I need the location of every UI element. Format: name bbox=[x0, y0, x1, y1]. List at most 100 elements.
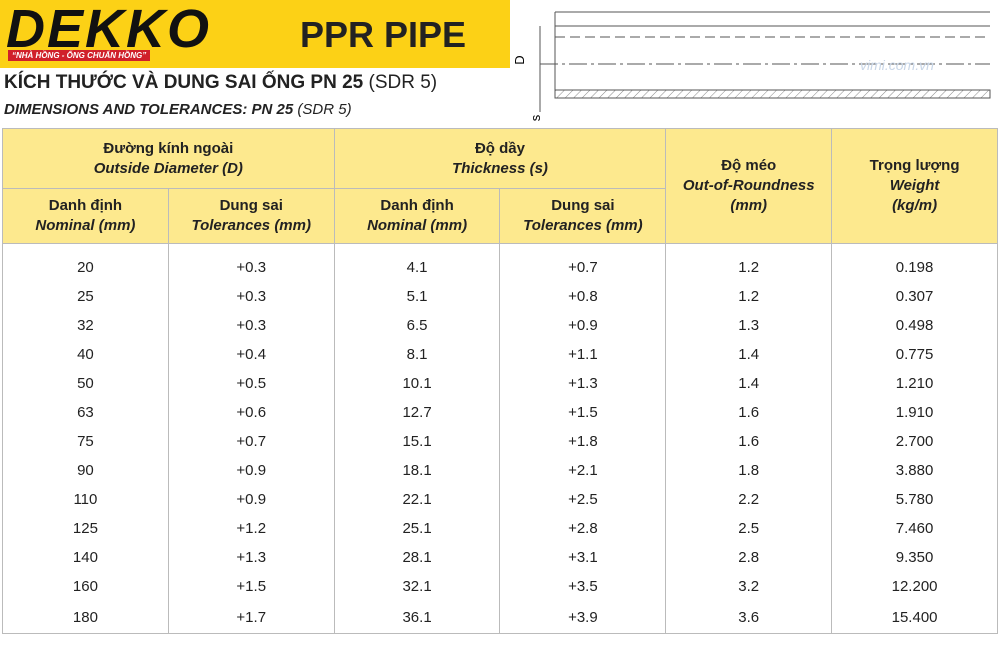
table-row: 32 +0.3 6.5 +0.9 1.3 0.498 bbox=[2, 311, 998, 340]
table-cell: +0.3 bbox=[167, 311, 335, 340]
subtitle-text: DIMENSIONS AND TOLERANCES: PN 25 bbox=[4, 101, 294, 118]
header-vi: Độ méo bbox=[721, 157, 777, 174]
table-row: 90 +0.9 18.1 +2.1 1.8 3.880 bbox=[2, 456, 998, 485]
header-en: Nominal (mm) bbox=[367, 217, 468, 234]
table-cell: 36.1 bbox=[333, 601, 501, 634]
s-label: s bbox=[528, 114, 543, 121]
table-cell: 1.910 bbox=[831, 398, 998, 427]
table-cell: +0.9 bbox=[499, 311, 667, 340]
table-row: 180 +1.7 36.1 +3.9 3.6 15.400 bbox=[2, 601, 998, 634]
table-cell: 5.780 bbox=[831, 485, 998, 514]
table-cell: +1.8 bbox=[499, 427, 667, 456]
table-cell: 0.307 bbox=[831, 282, 998, 311]
table-cell: 63 bbox=[2, 398, 169, 427]
header-row: Đường kính ngoài Outside Diameter (D) Độ … bbox=[2, 128, 998, 244]
table-cell: 28.1 bbox=[333, 543, 501, 572]
table-cell: +2.5 bbox=[499, 485, 667, 514]
table-cell: 1.6 bbox=[665, 398, 833, 427]
table-cell: +1.5 bbox=[167, 572, 335, 601]
column-header: Dung sai Tolerances (mm) bbox=[499, 188, 667, 244]
table-cell: 12.200 bbox=[831, 572, 998, 601]
column-header: Độ méo Out-of-Roundness (mm) bbox=[665, 128, 833, 244]
table-cell: +0.3 bbox=[167, 243, 335, 282]
table-cell: 110 bbox=[2, 485, 169, 514]
table-cell: +2.1 bbox=[499, 456, 667, 485]
header-vi: Độ dầy bbox=[474, 139, 525, 157]
table-cell: 4.1 bbox=[333, 243, 501, 282]
table-cell: 3.2 bbox=[665, 572, 833, 601]
brand-logo: DEKKO bbox=[6, 0, 212, 59]
table-cell: +0.4 bbox=[167, 340, 335, 369]
subtitle: DIMENSIONS AND TOLERANCES: PN 25 (SDR 5) bbox=[4, 101, 352, 118]
header-unit: (mm) bbox=[730, 197, 768, 214]
table-cell: +0.9 bbox=[167, 456, 335, 485]
table-row: 125 +1.2 25.1 +2.8 2.5 7.460 bbox=[2, 514, 998, 543]
pipe-wall bbox=[554, 89, 991, 99]
header-en: Out-of-Roundness bbox=[682, 177, 815, 194]
pipe-diagram: D s vimi.com.vn bbox=[512, 11, 991, 121]
subtitle-suffix: (SDR 5) bbox=[297, 101, 352, 118]
table-cell: 90 bbox=[2, 456, 169, 485]
table-cell: +0.9 bbox=[167, 485, 335, 514]
table-cell: 25.1 bbox=[333, 514, 501, 543]
table-cell: 2.5 bbox=[665, 514, 833, 543]
title-text: KÍCH THƯỚC VÀ DUNG SAI ỐNG PN 25 bbox=[4, 72, 364, 93]
table-cell: +0.7 bbox=[499, 243, 667, 282]
table-cell: 15.1 bbox=[333, 427, 501, 456]
table-cell: 10.1 bbox=[333, 369, 501, 398]
table-cell: +3.5 bbox=[499, 572, 667, 601]
table-cell: 15.400 bbox=[831, 601, 998, 634]
table-body: 20 +0.3 4.1 +0.7 1.2 0.198 25 +0.3 5.1 +0.8 1.2 0.3… bbox=[2, 243, 998, 634]
table-cell: 140 bbox=[2, 543, 169, 572]
header-en: Tolerances (mm) bbox=[191, 217, 311, 234]
header-vi: Trọng lượng bbox=[869, 157, 960, 174]
table-cell: +1.1 bbox=[499, 340, 667, 369]
header-en: Weight bbox=[889, 177, 940, 194]
table-cell: 125 bbox=[2, 514, 169, 543]
table-cell: 0.498 bbox=[831, 311, 998, 340]
table-cell: 1.210 bbox=[831, 369, 998, 398]
table-cell: 32.1 bbox=[333, 572, 501, 601]
slogan: “NHÀ HỒNG - ỐNG CHUẨN HỒNG” bbox=[8, 50, 151, 61]
table-row: 110 +0.9 22.1 +2.5 2.2 5.780 bbox=[2, 485, 998, 514]
header-vi: Danh định bbox=[48, 197, 123, 214]
table-cell: 1.6 bbox=[665, 427, 833, 456]
d-label: D bbox=[512, 55, 527, 64]
table-cell: 3.880 bbox=[831, 456, 998, 485]
table-cell: 160 bbox=[2, 572, 169, 601]
table-cell: +3.1 bbox=[499, 543, 667, 572]
header-vi: Danh định bbox=[380, 197, 454, 214]
table-cell: 6.5 bbox=[333, 311, 501, 340]
table-cell: +0.7 bbox=[167, 427, 335, 456]
table-cell: 2.700 bbox=[831, 427, 998, 456]
table-cell: 40 bbox=[2, 340, 169, 369]
table-cell: 75 bbox=[2, 427, 169, 456]
brand-banner: DEKKO “NHÀ HỒNG - ỐNG CHUẨN HỒNG” PPR PI… bbox=[0, 0, 510, 68]
table-cell: +1.5 bbox=[499, 398, 667, 427]
header-en: Nominal (mm) bbox=[35, 217, 136, 234]
table-cell: +0.8 bbox=[499, 282, 667, 311]
table-head: Đường kính ngoài Outside Diameter (D) Độ … bbox=[2, 128, 998, 244]
table-cell: 9.350 bbox=[831, 543, 998, 572]
table-cell: 180 bbox=[2, 601, 169, 634]
group-header: Độ dầy Thickness (s) bbox=[333, 128, 667, 189]
header-en: Outside Diameter (D) bbox=[93, 159, 243, 177]
header-en: Tolerances (mm) bbox=[523, 217, 643, 234]
table-cell: 2.2 bbox=[665, 485, 833, 514]
title: KÍCH THƯỚC VÀ DUNG SAI ỐNG PN 25 (SDR 5) bbox=[4, 72, 437, 94]
title-suffix: (SDR 5) bbox=[368, 72, 438, 93]
table-cell: 3.6 bbox=[665, 601, 833, 634]
table-row: 140 +1.3 28.1 +3.1 2.8 9.350 bbox=[2, 543, 998, 572]
table-cell: +1.7 bbox=[167, 601, 335, 634]
table-cell: 18.1 bbox=[333, 456, 501, 485]
header-vi: Dung sai bbox=[219, 197, 283, 214]
header-unit: (kg/m) bbox=[892, 197, 938, 214]
table-cell: 0.775 bbox=[831, 340, 998, 369]
header-row: Danh định Nominal (mm) Dung sai Tolerances… bbox=[2, 188, 998, 244]
table-cell: +1.3 bbox=[167, 543, 335, 572]
header-en: Thickness (s) bbox=[452, 159, 548, 177]
table-row: 50 +0.5 10.1 +1.3 1.4 1.210 bbox=[2, 369, 998, 398]
table-cell: 1.3 bbox=[665, 311, 833, 340]
table-cell: 12.7 bbox=[333, 398, 501, 427]
